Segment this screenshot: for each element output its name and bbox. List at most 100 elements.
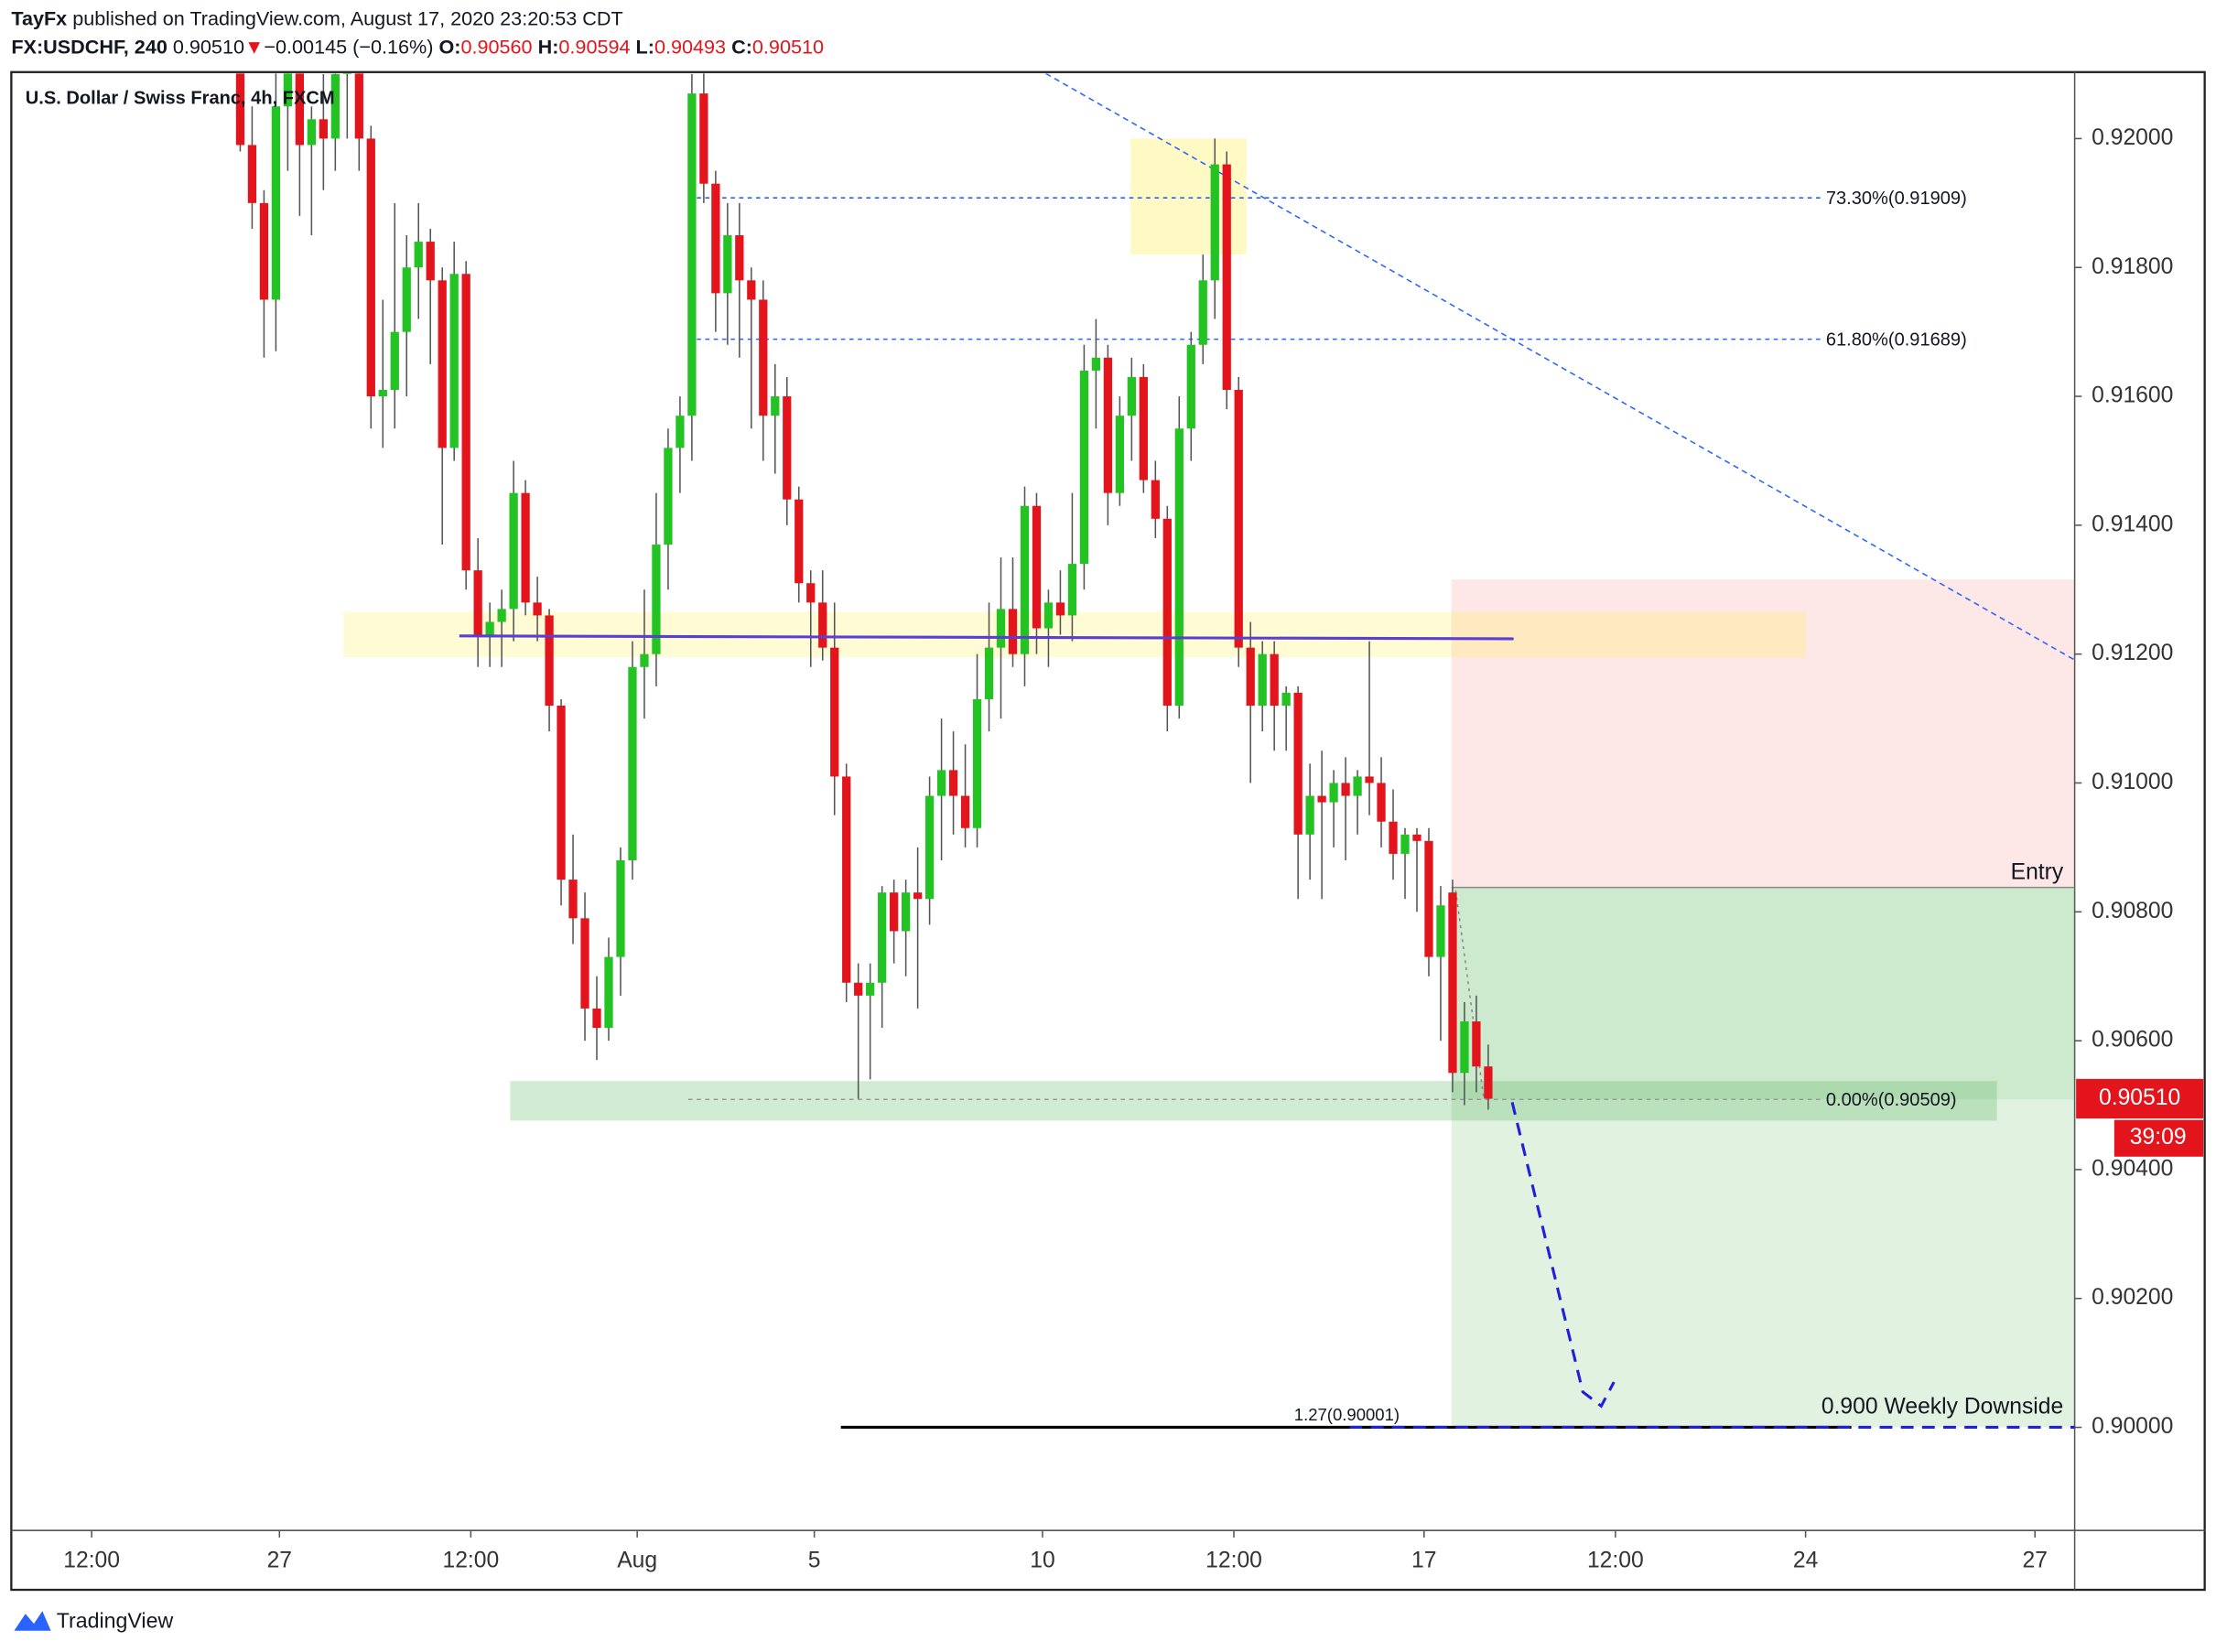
y-tick-label: 0.91200: [2092, 641, 2173, 665]
candle-body: [1222, 164, 1231, 391]
candle-body: [295, 73, 305, 146]
candle-body: [1210, 164, 1219, 281]
profit-zone-active: [1451, 887, 2075, 1100]
candle-body: [972, 698, 982, 828]
candle-body: [1270, 653, 1279, 706]
frame: [10, 70, 2206, 1592]
candle-body: [960, 795, 970, 828]
candle-body: [568, 880, 578, 919]
candle-body: [1460, 1020, 1469, 1074]
candle-body: [1091, 357, 1101, 371]
candle-body: [271, 106, 281, 300]
last-price-label: 0.90510: [2099, 1085, 2180, 1110]
candle-body: [449, 274, 459, 448]
candle-body: [723, 235, 732, 294]
high-label: H:: [538, 35, 559, 58]
symbol: FX:USDCHF, 240: [11, 35, 168, 58]
candle-body: [378, 390, 387, 397]
candle-body: [842, 776, 851, 983]
candle-body: [533, 602, 542, 616]
x-tick-label: 12:00: [442, 1549, 499, 1573]
candle-body: [1043, 602, 1054, 629]
stop-zone: [1451, 579, 2075, 888]
close: 0.90510: [752, 35, 824, 58]
candle-body: [890, 892, 899, 932]
x-tick-label: 27: [267, 1549, 292, 1573]
x-tick-label: 27: [2022, 1549, 2047, 1573]
candle-body: [1317, 795, 1326, 803]
candle-body: [1198, 280, 1207, 345]
header: TayFx published on TradingView.com, Augu…: [11, 6, 824, 58]
candle-body: [1246, 647, 1255, 706]
y-tick-label: 0.90800: [2092, 899, 2173, 923]
candle-body: [795, 499, 804, 584]
candle-body: [1055, 602, 1065, 616]
candle-body: [1365, 776, 1374, 783]
close-label: C:: [731, 35, 752, 58]
candle-body: [307, 119, 316, 146]
candle-body: [628, 666, 637, 860]
candle-body: [1377, 783, 1386, 822]
chart-title: U.S. Dollar / Swiss Franc, 4h, FXCM: [26, 88, 335, 108]
x-tick-label: Aug: [617, 1549, 657, 1573]
candle-body: [1079, 370, 1089, 565]
candle-body: [759, 299, 768, 416]
candle-body: [1412, 834, 1421, 841]
candle-body: [1020, 505, 1030, 654]
candle-body: [924, 795, 935, 900]
drawings: [343, 73, 2075, 1430]
candle-body: [354, 73, 363, 139]
fib-label: 61.80%(0.91689): [1826, 329, 1967, 350]
y-tick-label: 0.90000: [2092, 1414, 2173, 1439]
candle-body: [366, 138, 375, 397]
candle-body: [1258, 653, 1267, 706]
candle-body: [676, 416, 685, 448]
candle-body: [747, 280, 756, 300]
x-tick-label: 12:00: [63, 1549, 120, 1573]
level-line: [459, 634, 1514, 641]
price: 0.90510: [173, 35, 244, 58]
author: TayFx: [11, 6, 67, 29]
candles: [235, 73, 1493, 1110]
x-tick-label: 12:00: [1587, 1549, 1644, 1573]
candle-body: [901, 892, 911, 932]
candle-body: [247, 145, 257, 203]
candle-body: [235, 73, 245, 146]
candle-body: [878, 892, 887, 983]
candle-body: [414, 242, 423, 268]
candle-body: [1341, 783, 1350, 796]
candle-body: [687, 93, 697, 416]
candle-body: [936, 770, 946, 796]
candle-body: [1008, 609, 1018, 654]
x-tick-label: 24: [1793, 1549, 1818, 1573]
y-tick-label: 0.90400: [2092, 1156, 2173, 1181]
y-tick-label: 0.91400: [2092, 512, 2173, 536]
low-label: L:: [636, 35, 654, 58]
candle-body: [1186, 344, 1195, 429]
candle-body: [1436, 905, 1445, 957]
candle-body: [699, 93, 708, 184]
candle-body: [485, 621, 494, 635]
x-tick-label: 10: [1030, 1549, 1054, 1573]
candle-body: [497, 609, 506, 622]
candle-body: [866, 982, 875, 996]
published: published on TradingView.com, August 17,…: [72, 6, 622, 29]
candle-body: [545, 615, 554, 706]
x-tick-label: 5: [808, 1549, 821, 1573]
symbol-line: FX:USDCHF, 240 0.90510▼−0.00145 (−0.16%)…: [11, 35, 824, 58]
candle-body: [604, 956, 613, 1029]
candle-body: [854, 982, 863, 996]
resistance-zone: [343, 611, 1807, 657]
candle-body: [806, 583, 816, 603]
target-label: 0.900 Weekly Downside: [1821, 1394, 2063, 1419]
candle-body: [342, 73, 351, 75]
candle-body: [461, 274, 470, 571]
brand: TradingView: [57, 1609, 174, 1633]
y-tick-label: 0.90200: [2092, 1285, 2173, 1310]
candle-body: [390, 331, 399, 391]
candle-body: [473, 570, 482, 635]
candle-body: [580, 918, 589, 1009]
support-zone: [510, 1081, 1997, 1121]
